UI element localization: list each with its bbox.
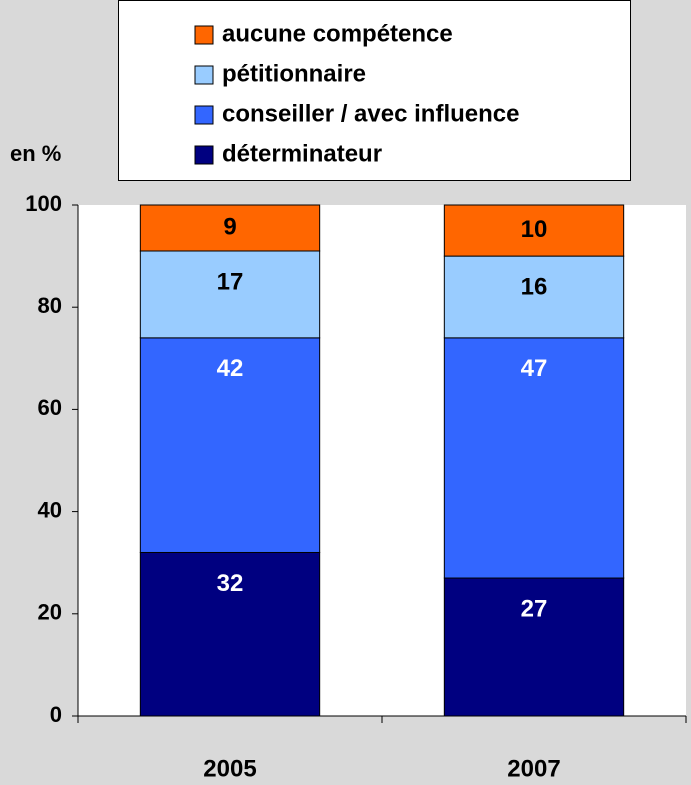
data-label: 32: [217, 570, 244, 597]
y-axis-label: en %: [10, 141, 61, 166]
legend-label: aucune compétence: [222, 20, 453, 47]
bar-segment: [443, 204, 625, 257]
data-label: 47: [521, 355, 548, 382]
data-label: 17: [217, 268, 244, 295]
data-label: 27: [521, 595, 548, 622]
y-tick-label: 80: [38, 293, 62, 318]
legend-label: pétitionnaire: [222, 60, 366, 87]
legend-swatch: [194, 145, 214, 165]
legend-swatch: [194, 105, 214, 125]
data-label: 16: [521, 273, 548, 300]
legend-label: conseiller / avec influence: [222, 100, 519, 127]
y-tick-label: 20: [38, 600, 62, 625]
legend-label: déterminateur: [222, 140, 382, 167]
data-label: 42: [217, 355, 244, 382]
legend-swatch: [194, 25, 214, 45]
x-tick-label: 2005: [203, 755, 256, 782]
y-tick-label: 60: [38, 395, 62, 420]
bar-segment: [139, 551, 321, 717]
bar-segment: [139, 204, 321, 252]
x-tick-label: 2007: [507, 755, 560, 782]
legend-swatch: [194, 65, 214, 85]
bar-segment: [443, 337, 625, 579]
y-tick-label: 100: [25, 191, 62, 216]
y-tick-label: 40: [38, 497, 62, 522]
bar-segment: [443, 255, 625, 339]
data-label: 10: [521, 216, 548, 243]
data-label: 9: [223, 213, 236, 240]
y-tick-label: 0: [50, 702, 62, 727]
